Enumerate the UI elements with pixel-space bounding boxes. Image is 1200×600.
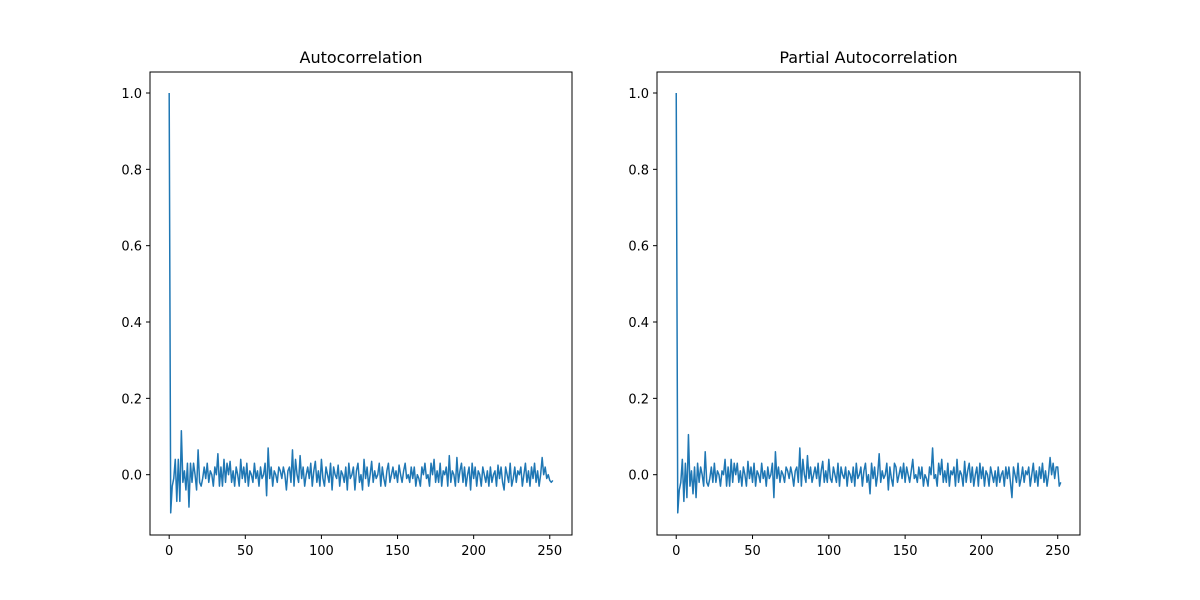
x-tick-label: 100 — [816, 544, 841, 559]
x-tick-label: 0 — [672, 544, 680, 559]
y-tick-label: 0.6 — [628, 240, 649, 255]
axes-frame — [149, 71, 573, 536]
y-tick-label: 0.0 — [121, 469, 142, 484]
x-tick-label: 250 — [537, 544, 562, 559]
x-tick-label: 200 — [969, 544, 994, 559]
x-tick-label: 250 — [1045, 544, 1070, 559]
x-tick-label: 0 — [165, 544, 173, 559]
x-tick-label: 50 — [237, 544, 254, 559]
data-line — [168, 92, 554, 514]
axes-frame — [656, 71, 1081, 536]
y-tick-label: 0.8 — [121, 163, 142, 178]
y-tick-label: 0.4 — [628, 316, 649, 331]
y-tick-label: 0.8 — [628, 163, 649, 178]
x-tick-label: 150 — [385, 544, 410, 559]
y-tick-label: 0.2 — [628, 392, 649, 407]
x-tick-label: 200 — [461, 544, 486, 559]
data-line — [675, 92, 1062, 514]
y-tick-label: 0.0 — [628, 469, 649, 484]
y-tick-label: 1.0 — [628, 87, 649, 102]
x-tick-label: 100 — [309, 544, 334, 559]
y-tick-label: 0.6 — [121, 240, 142, 255]
x-tick-label: 150 — [893, 544, 918, 559]
y-tick-label: 0.4 — [121, 316, 142, 331]
chart-title: Partial Autocorrelation — [779, 48, 957, 67]
y-tick-label: 1.0 — [121, 87, 142, 102]
chart-title: Autocorrelation — [300, 48, 423, 67]
y-tick-label: 0.2 — [121, 392, 142, 407]
x-tick-label: 50 — [744, 544, 761, 559]
